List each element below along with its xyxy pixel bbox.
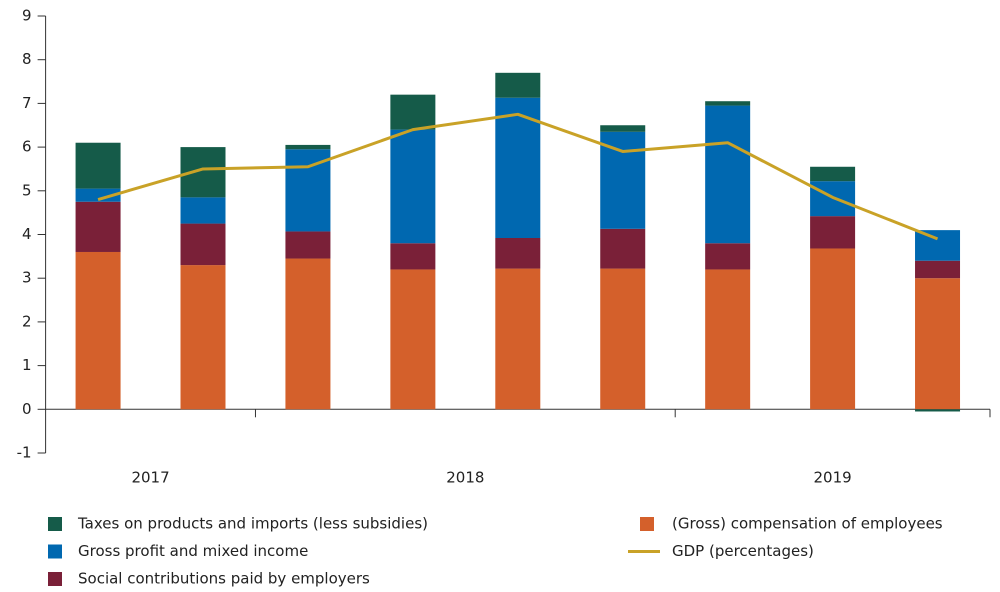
bar-segment	[495, 268, 541, 410]
bar-segment	[180, 223, 226, 266]
legend-swatch	[640, 517, 654, 531]
bar-segment	[810, 248, 856, 410]
legend-swatch	[48, 517, 62, 531]
legend-label: GDP (percentages)	[672, 542, 814, 560]
y-tick-label: 6	[22, 138, 32, 156]
y-tick-label: 0	[22, 400, 32, 418]
x-year-label: 2018	[446, 469, 484, 487]
y-tick-label: 2	[22, 312, 32, 330]
bar-segment	[75, 188, 121, 202]
bar-segment	[285, 258, 331, 410]
bar-segment	[705, 243, 751, 270]
y-tick-label: 3	[22, 269, 32, 287]
bar-segment	[285, 231, 331, 259]
legend-swatch	[48, 544, 62, 559]
bar-segment	[915, 260, 961, 279]
bar-segment	[600, 268, 646, 410]
y-tick-label: 8	[22, 50, 32, 68]
bar-segment	[705, 105, 751, 244]
bar-segment	[810, 166, 856, 182]
bar-segment	[390, 243, 436, 270]
bar-segment	[390, 269, 436, 410]
x-year-label: 2019	[814, 469, 852, 487]
bar-segment	[495, 237, 541, 269]
bar-segment	[285, 144, 331, 150]
bar-segment	[915, 409, 961, 412]
gdp-line	[97, 112, 939, 241]
bar-segment	[600, 228, 646, 269]
legend-label: (Gross) compensation of employees	[672, 515, 943, 533]
legend-label: Taxes on products and imports (less subs…	[77, 515, 428, 533]
bar-segment	[390, 94, 436, 130]
bar-segment	[75, 251, 121, 410]
bar-segment	[600, 125, 646, 132]
y-tick-label: 1	[22, 356, 32, 374]
legend-label: Social contributions paid by employers	[78, 570, 370, 588]
bar-segment	[180, 265, 226, 410]
y-tick-label: 4	[22, 225, 32, 243]
bar-segment	[915, 278, 961, 410]
bar-segment	[600, 131, 646, 229]
y-tick-label: 5	[22, 181, 32, 199]
bar-segment	[705, 101, 751, 106]
bar-segment	[705, 269, 751, 410]
bar-segment	[180, 197, 226, 224]
bar-segment	[390, 129, 436, 244]
bar-segment	[75, 142, 121, 189]
y-tick-label: 7	[22, 94, 32, 112]
bar-segment	[810, 216, 856, 249]
x-year-label: 2017	[131, 469, 169, 487]
bar-segment	[75, 201, 121, 252]
bar-segment	[495, 72, 541, 98]
y-tick-label: 9	[22, 7, 32, 25]
legend-swatch	[48, 572, 62, 586]
y-tick-label: -1	[17, 444, 32, 462]
bar-segment	[915, 230, 961, 261]
legend-label: Gross profit and mixed income	[78, 542, 308, 560]
